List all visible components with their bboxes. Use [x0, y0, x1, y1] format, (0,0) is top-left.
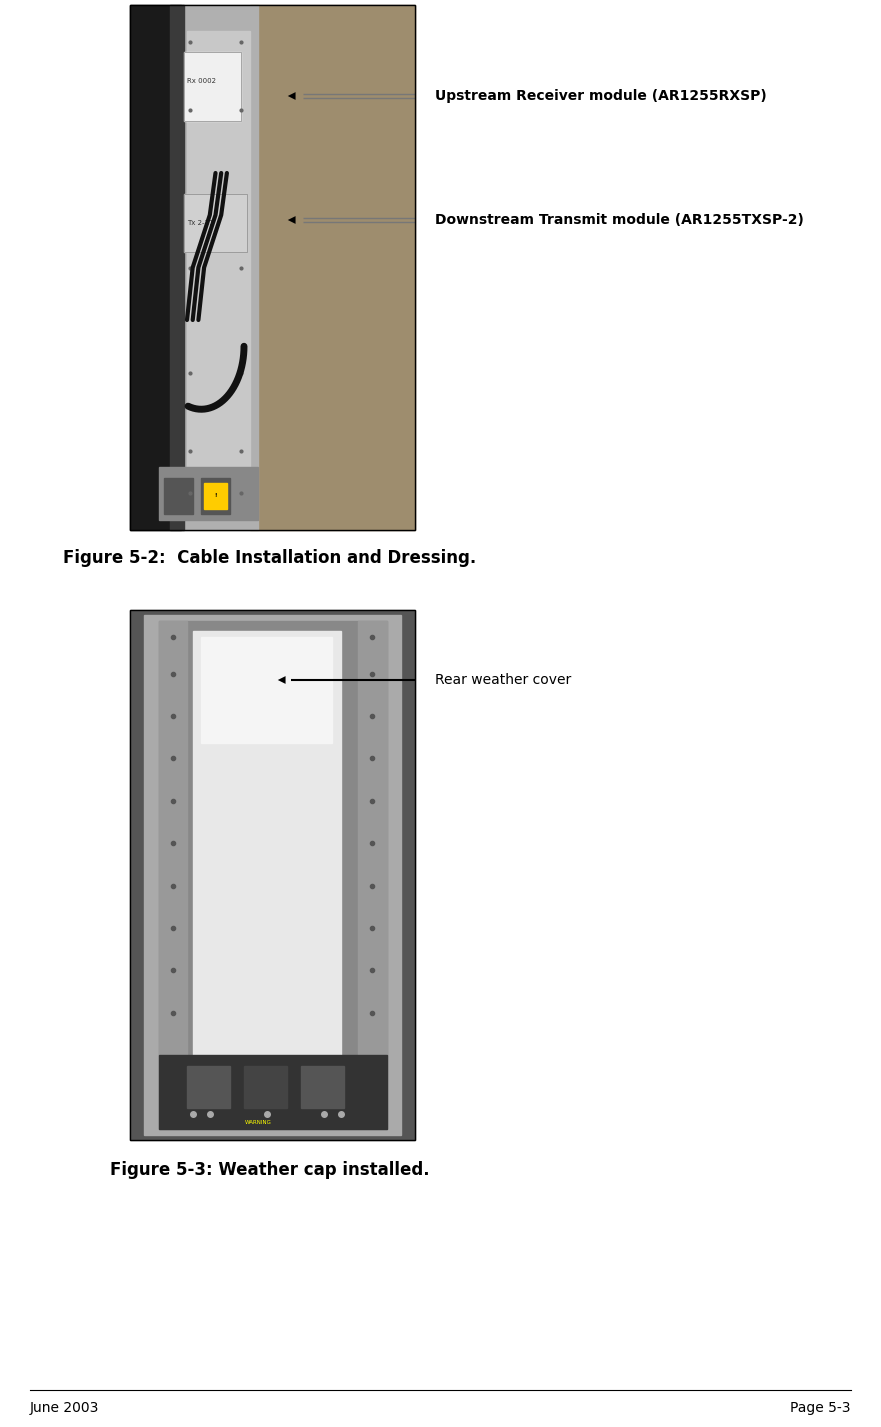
Bar — [201, 636, 332, 742]
Text: Downstream Transmit module (AR1255TXSP-2): Downstream Transmit module (AR1255TXSP-2… — [435, 213, 803, 227]
Bar — [244, 1066, 286, 1109]
Text: June 2003: June 2003 — [30, 1401, 100, 1416]
Bar — [184, 194, 247, 251]
Bar — [358, 621, 387, 1055]
Text: Page 5-3: Page 5-3 — [790, 1401, 851, 1416]
Bar — [159, 467, 258, 519]
Bar — [130, 6, 181, 529]
Bar — [249, 6, 415, 529]
Text: Figure 5-3: Weather cap installed.: Figure 5-3: Weather cap installed. — [110, 1162, 430, 1179]
Bar — [159, 621, 387, 1129]
Bar — [144, 615, 401, 1134]
Text: WARNING: WARNING — [245, 1120, 271, 1124]
Text: !: ! — [214, 494, 217, 498]
Bar — [164, 478, 193, 514]
Bar — [159, 621, 187, 1055]
Bar — [130, 6, 415, 529]
Bar — [184, 53, 241, 120]
Text: Upstream Receiver module (AR1255RXSP): Upstream Receiver module (AR1255RXSP) — [435, 88, 766, 103]
Bar — [181, 6, 258, 529]
Text: Tx 2-11: Tx 2-11 — [187, 220, 213, 225]
Bar — [130, 6, 415, 529]
Bar — [184, 194, 247, 251]
Bar — [187, 1066, 230, 1109]
Bar — [130, 609, 415, 1140]
Bar — [204, 482, 227, 509]
Bar — [159, 1055, 387, 1129]
Bar — [301, 1066, 344, 1109]
Bar — [187, 31, 249, 504]
Bar — [184, 53, 241, 120]
Text: Rear weather cover: Rear weather cover — [435, 674, 571, 686]
Bar — [170, 6, 184, 529]
Text: Figure 5-2:  Cable Installation and Dressing.: Figure 5-2: Cable Installation and Dress… — [63, 549, 477, 567]
Bar — [193, 631, 341, 1066]
Bar — [201, 478, 230, 514]
Text: Rx 0002: Rx 0002 — [187, 78, 216, 84]
Bar — [130, 609, 415, 1140]
